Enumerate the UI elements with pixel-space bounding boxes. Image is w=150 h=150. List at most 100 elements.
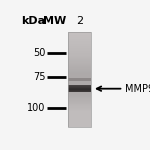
- Bar: [68, 75, 91, 77]
- Bar: [68, 39, 91, 40]
- Bar: [68, 64, 91, 65]
- Bar: [68, 88, 91, 89]
- Bar: [68, 60, 91, 61]
- Bar: [68, 57, 91, 58]
- Bar: [68, 107, 91, 109]
- Bar: [68, 36, 91, 38]
- Bar: [68, 106, 91, 108]
- Bar: [68, 46, 91, 47]
- Bar: [68, 93, 91, 95]
- Bar: [68, 71, 91, 72]
- Bar: [68, 62, 91, 64]
- Bar: [68, 86, 91, 87]
- Bar: [68, 69, 91, 71]
- Bar: [68, 123, 91, 124]
- Bar: [68, 120, 91, 122]
- Text: kDa: kDa: [21, 16, 45, 26]
- Bar: [68, 52, 91, 53]
- Bar: [68, 102, 91, 103]
- Bar: [68, 42, 91, 44]
- Bar: [68, 61, 91, 63]
- Text: MW: MW: [43, 16, 66, 26]
- Bar: [68, 90, 91, 91]
- Bar: [68, 44, 91, 45]
- Bar: [68, 49, 91, 51]
- Bar: [68, 117, 91, 118]
- Bar: [68, 34, 91, 35]
- Bar: [68, 109, 91, 110]
- Bar: [68, 91, 91, 92]
- Text: 100: 100: [27, 103, 45, 113]
- Bar: [68, 118, 91, 119]
- Bar: [68, 81, 91, 83]
- Bar: [68, 99, 91, 100]
- Bar: [68, 88, 91, 90]
- Bar: [68, 86, 91, 87]
- Bar: [68, 78, 91, 81]
- Bar: [68, 66, 91, 67]
- Bar: [68, 87, 91, 89]
- Bar: [68, 97, 91, 98]
- Bar: [68, 88, 91, 89]
- Bar: [68, 33, 91, 34]
- Text: 50: 50: [33, 48, 45, 58]
- Bar: [68, 85, 91, 86]
- Bar: [68, 105, 91, 106]
- Bar: [68, 87, 91, 88]
- Bar: [68, 114, 91, 116]
- Bar: [68, 59, 91, 60]
- Bar: [68, 54, 91, 56]
- Bar: [68, 85, 91, 86]
- Bar: [68, 35, 91, 37]
- Bar: [68, 73, 91, 75]
- Bar: [68, 41, 91, 42]
- Bar: [68, 119, 91, 121]
- Bar: [68, 47, 91, 48]
- Bar: [68, 67, 91, 69]
- Text: MMP9: MMP9: [124, 84, 150, 94]
- Bar: [68, 104, 91, 105]
- Bar: [68, 89, 91, 90]
- Bar: [68, 125, 91, 127]
- Bar: [68, 68, 91, 70]
- Bar: [68, 112, 91, 114]
- Bar: [68, 58, 91, 59]
- Text: 75: 75: [33, 72, 45, 82]
- Bar: [68, 40, 91, 41]
- Bar: [68, 113, 91, 115]
- Bar: [68, 84, 91, 85]
- Bar: [68, 65, 91, 66]
- Bar: [68, 111, 91, 112]
- Bar: [68, 55, 91, 57]
- Bar: [68, 122, 91, 123]
- Bar: [68, 96, 91, 97]
- Bar: [68, 92, 91, 93]
- Bar: [68, 78, 91, 79]
- Bar: [68, 116, 91, 117]
- Bar: [68, 90, 91, 91]
- Bar: [68, 38, 91, 39]
- Bar: [68, 51, 91, 52]
- Bar: [68, 82, 91, 84]
- Bar: [68, 110, 91, 111]
- Bar: [68, 80, 91, 82]
- Bar: [68, 77, 91, 78]
- Bar: [68, 32, 91, 33]
- Bar: [68, 72, 91, 73]
- Bar: [68, 98, 91, 99]
- Bar: [68, 53, 91, 54]
- Bar: [68, 48, 91, 50]
- Bar: [68, 87, 91, 88]
- Bar: [68, 32, 91, 127]
- Bar: [68, 79, 91, 80]
- Bar: [68, 91, 91, 92]
- Bar: [68, 85, 91, 86]
- Text: 2: 2: [76, 16, 83, 26]
- Bar: [68, 45, 91, 46]
- Bar: [68, 90, 91, 91]
- Bar: [68, 103, 91, 104]
- Bar: [68, 94, 91, 96]
- Bar: [68, 100, 91, 102]
- Bar: [68, 74, 91, 76]
- Bar: [68, 124, 91, 125]
